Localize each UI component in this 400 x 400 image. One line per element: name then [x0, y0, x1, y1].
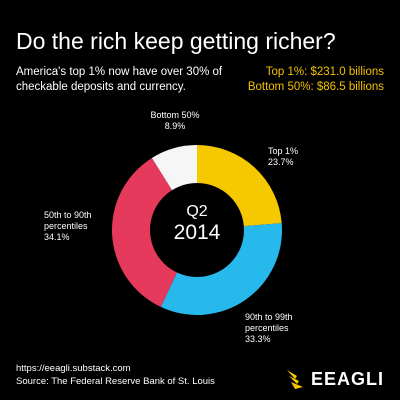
footer: https://eeagli.substack.com Source: The … [16, 362, 215, 388]
slice-label-top1-value: 23.7% [268, 157, 294, 167]
slice-label-50-90: 50th to 90th percentiles 34.1% [44, 210, 114, 243]
slice-label-bottom50: Bottom 50% 8.9% [140, 110, 210, 132]
slice-label-50-90-name-1: 50th to 90th [44, 210, 92, 220]
chart-title: Do the rich keep getting richer? [16, 28, 336, 54]
slice-label-50-90-name-2: percentiles [44, 221, 88, 231]
slice-label-90-99: 90th to 99th percentiles 33.3% [245, 312, 293, 345]
slice-label-top1-name: Top 1% [268, 146, 299, 156]
slice-label-bottom50-name: Bottom 50% [150, 110, 200, 120]
slice-label-50-90-value: 34.1% [44, 232, 70, 242]
slice-label-90-99-name-2: percentiles [245, 323, 289, 333]
slice-label-top1: Top 1% 23.7% [268, 146, 298, 168]
slice-label-90-99-name-1: 90th to 99th [245, 312, 293, 322]
stats-block: Top 1%: $231.0 billions Bottom 50%: $86.… [248, 65, 384, 95]
eagle-logo-icon [286, 370, 303, 389]
slice-label-90-99-value: 33.3% [245, 334, 271, 344]
bottom50-stat: Bottom 50%: $86.5 billions [247, 81, 384, 93]
brand-logo: EEAGLI [285, 368, 384, 390]
donut-center-label: Q2 2014 [150, 203, 244, 245]
chart-subtitle: America's top 1% now have over 30% of ch… [16, 66, 223, 93]
top1-stat: Top 1%: $231.0 billions [265, 66, 384, 78]
slice-label-bottom50-value: 8.9% [164, 121, 186, 131]
footer-source: Source: The Federal Reserve Bank of St. … [16, 376, 215, 387]
donut-hole [150, 183, 244, 277]
center-year: 2014 [173, 221, 221, 244]
brand-name: EEAGLI [310, 368, 384, 389]
center-quarter: Q2 [186, 203, 208, 220]
footer-url[interactable]: https://eeagli.substack.com [16, 363, 131, 374]
